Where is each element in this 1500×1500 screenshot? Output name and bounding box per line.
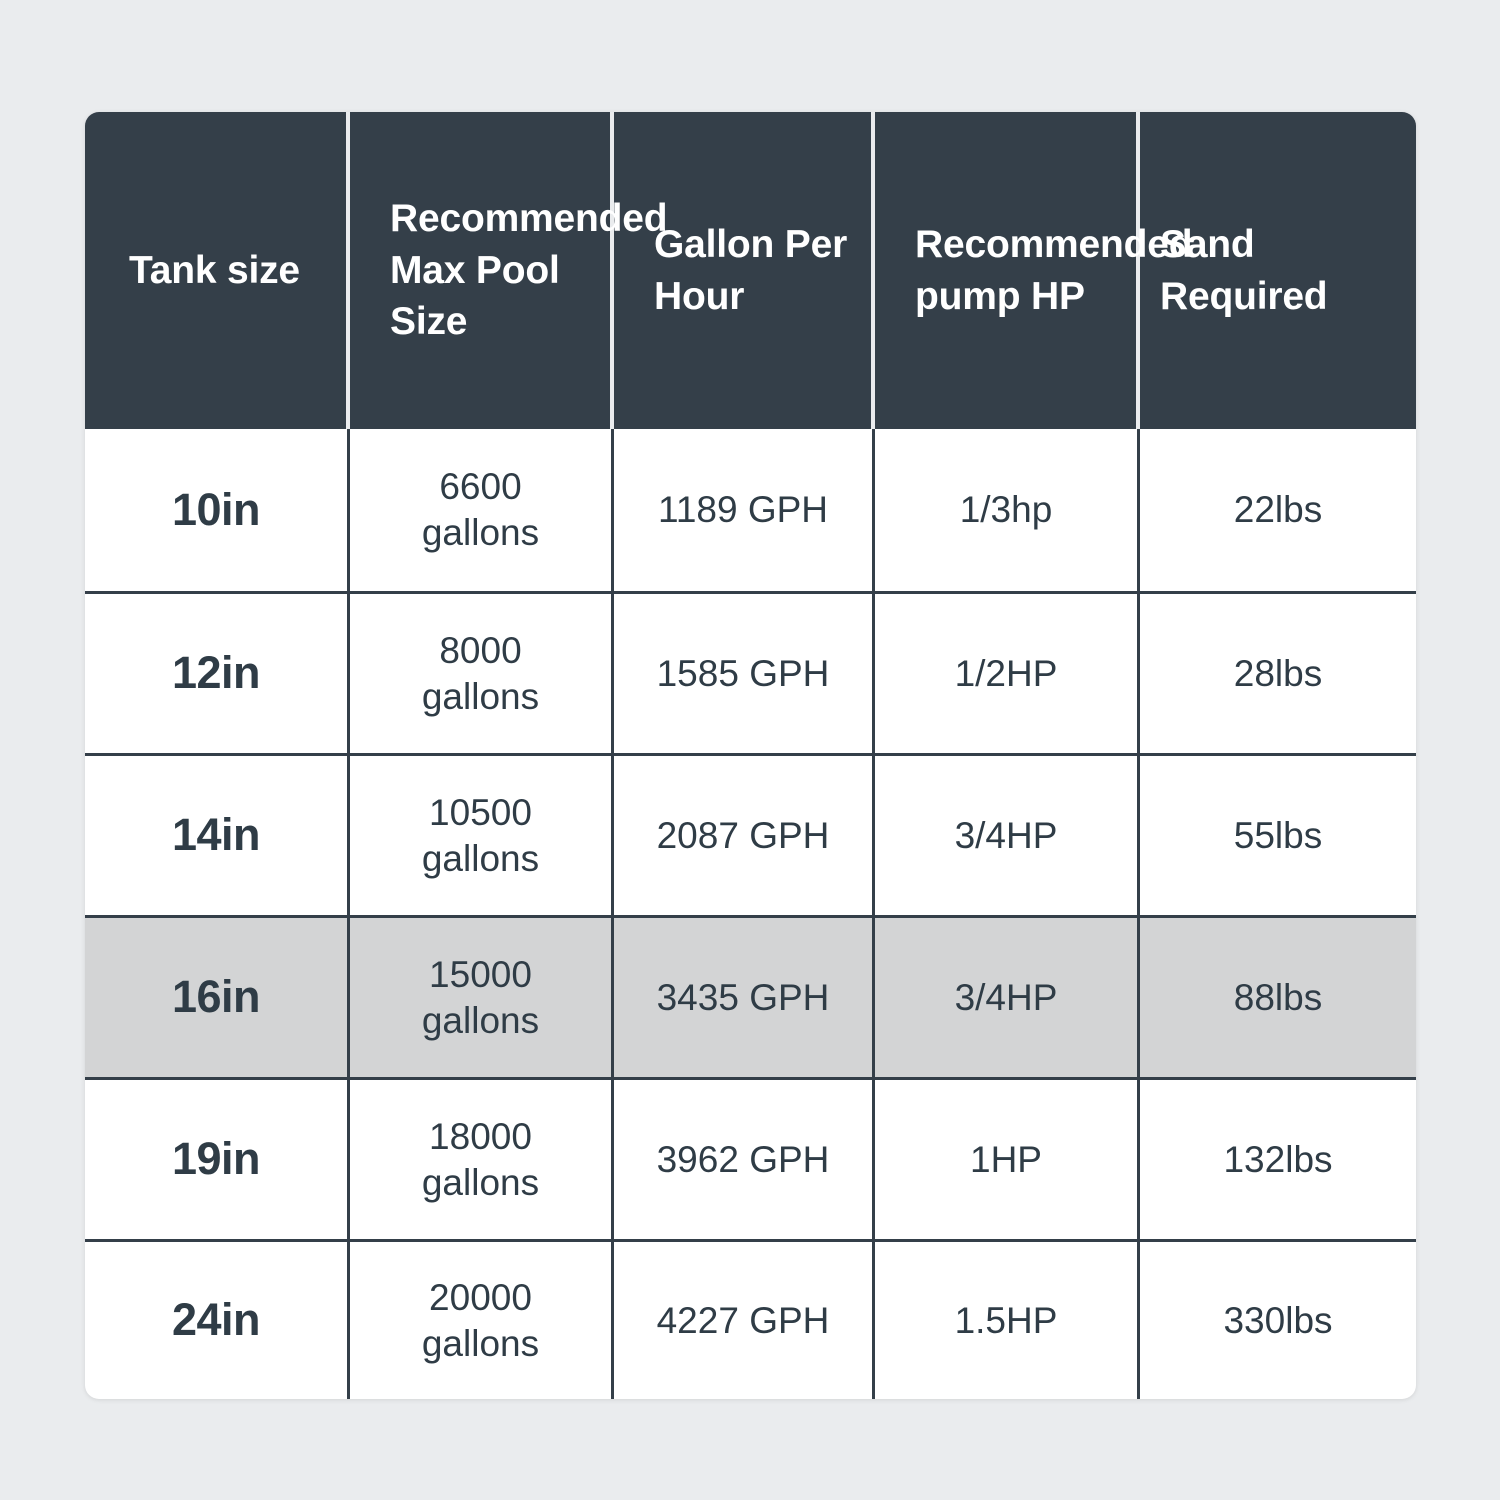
cell-pool-size: 10500 gallons (350, 753, 614, 915)
table-header: Tank size Recommended Max Pool Size Gall… (85, 112, 1416, 429)
cell-pool-size-unit: gallons (421, 675, 540, 717)
cell-sand-required: 55lbs (1140, 753, 1416, 915)
cell-sand-required: 22lbs (1140, 429, 1416, 591)
column-header-pump-hp-label: Recommended pump HP (915, 222, 1193, 318)
cell-pump-hp: 1HP (875, 1077, 1140, 1239)
cell-pool-size-number: 18000 (429, 1115, 532, 1157)
cell-pool-size-number: 6600 (439, 466, 522, 508)
spec-table-container: Tank size Recommended Max Pool Size Gall… (85, 112, 1416, 1399)
cell-pool-size: 20000 gallons (350, 1239, 614, 1399)
cell-pool-size-number: 20000 (429, 1276, 532, 1318)
cell-tank-size: 24in (85, 1239, 350, 1399)
cell-pool-size: 15000 gallons (350, 915, 614, 1077)
column-header-sand-required: Sand Required (1140, 112, 1416, 429)
table-row: 12in 8000 gallons 1585 GPH 1/2HP 28lbs (85, 591, 1416, 753)
table-row: 24in 20000 gallons 4227 GPH 1.5HP 330lbs (85, 1239, 1416, 1399)
cell-gallon-per-hour: 3962 GPH (614, 1077, 875, 1239)
column-header-pool-size: Recommended Max Pool Size (350, 112, 668, 429)
cell-sand-required: 330lbs (1140, 1239, 1416, 1399)
cell-sand-required: 88lbs (1140, 915, 1416, 1077)
column-header-tank-size-label: Tank size (129, 248, 300, 292)
cell-pool-size-number: 15000 (429, 953, 532, 995)
column-header-pool-size-label: Recommended Max Pool Size (390, 196, 668, 344)
cell-pump-hp: 1/2HP (875, 591, 1140, 753)
cell-pump-hp: 1.5HP (875, 1239, 1140, 1399)
cell-pool-size: 18000 gallons (350, 1077, 614, 1239)
column-header-tank-size: Tank size (85, 112, 350, 429)
column-header-gph-label: Gallon Per Hour (654, 222, 848, 318)
cell-sand-required: 132lbs (1140, 1077, 1416, 1239)
table-row: 14in 10500 gallons 2087 GPH 3/4HP 55lbs (85, 753, 1416, 915)
cell-tank-size: 10in (85, 429, 350, 591)
cell-gallon-per-hour: 1585 GPH (614, 591, 875, 753)
cell-pump-hp: 3/4HP (875, 915, 1140, 1077)
cell-pool-size-number: 8000 (439, 629, 522, 671)
table-row-highlighted: 16in 15000 gallons 3435 GPH 3/4HP 88lbs (85, 915, 1416, 1077)
column-header-pump-hp: Recommended pump HP (875, 112, 1193, 429)
cell-sand-required: 28lbs (1140, 591, 1416, 753)
cell-pool-size-unit: gallons (421, 837, 540, 879)
cell-gallon-per-hour: 2087 GPH (614, 753, 875, 915)
cell-pool-size-unit: gallons (421, 512, 540, 553)
column-header-sand-label: Sand Required (1160, 222, 1328, 318)
cell-pump-hp: 3/4HP (875, 753, 1140, 915)
cell-gallon-per-hour: 3435 GPH (614, 915, 875, 1077)
cell-gallon-per-hour: 1189 GPH (614, 429, 875, 591)
cell-gallon-per-hour: 4227 GPH (614, 1239, 875, 1399)
column-header-gallon-per-hour: Gallon Per Hour (614, 112, 875, 429)
cell-pool-size-unit: gallons (421, 1161, 540, 1203)
cell-tank-size: 12in (85, 591, 350, 753)
table-header-row: Tank size Recommended Max Pool Size Gall… (85, 112, 1416, 429)
table-row: 19in 18000 gallons 3962 GPH 1HP 132lbs (85, 1077, 1416, 1239)
cell-pump-hp: 1/3hp (875, 429, 1140, 591)
cell-pool-size: 8000 gallons (350, 591, 614, 753)
table-row: 10in 6600 gallons 1189 GPH 1/3hp 22lbs (85, 429, 1416, 591)
cell-pool-size: 6600 gallons (350, 429, 614, 591)
cell-tank-size: 16in (85, 915, 350, 1077)
cell-pool-size-unit: gallons (421, 999, 540, 1041)
cell-tank-size: 14in (85, 753, 350, 915)
cell-tank-size: 19in (85, 1077, 350, 1239)
cell-pool-size-number: 10500 (429, 791, 532, 833)
pool-filter-spec-table: Tank size Recommended Max Pool Size Gall… (85, 112, 1416, 1399)
table-body: 10in 6600 gallons 1189 GPH 1/3hp 22lbs 1… (85, 429, 1416, 1399)
cell-pool-size-unit: gallons (421, 1322, 540, 1364)
